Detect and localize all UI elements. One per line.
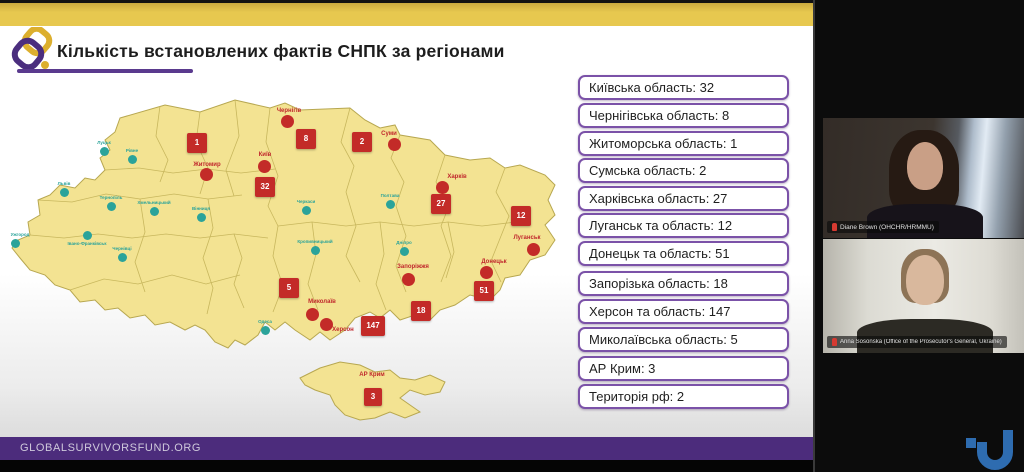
map-city-label-teal: Івано-Франківськ [67,241,107,246]
map-city-dot [388,138,401,151]
map-city-label-teal: Рівне [125,148,139,153]
gsf-logo-icon [11,27,53,71]
map-city-label-teal: Ужгород [10,232,30,237]
map-city-label-teal: Одеса [258,319,272,324]
map-city-dot-teal [83,231,92,240]
map-marker-count: 27 [431,194,451,214]
map-city-dot [402,273,415,286]
region-list-item: Сумська область: 2 [578,158,789,183]
map-marker-count: 12 [511,206,531,226]
slide-yellow-banner [0,3,813,26]
participant-video-tile[interactable]: Diane Brown (OHCHR/HRMMU) [823,118,1024,238]
participant-name-tag: Diane Brown (OHCHR/HRMMU) [827,221,939,233]
map-marker-count: 51 [474,281,494,301]
map-city-dot-teal [107,202,116,211]
slide-bottom-strip [0,460,813,472]
region-list-item: Територія рф: 2 [578,384,789,409]
region-list-item: Чернігівська область: 8 [578,103,789,128]
map-city-dot-teal [100,147,109,156]
map-city-dot [281,115,294,128]
map-city-dot-teal [150,207,159,216]
participant-name: Anna Sosonska (Office of the Prosecutor'… [840,339,1002,345]
map-city-label-teal: Чернівці [112,246,132,251]
map-city-label: Чернігів [276,108,302,114]
map-city-label: Київ [258,152,272,158]
participant-face [907,142,943,190]
map-city-label-teal: Тернопіль [99,195,123,200]
map-city-label-teal: Черкаси [296,199,316,204]
slide-footer-bar: GLOBALSURVIVORSFUND.ORG [0,437,813,460]
muted-mic-icon [832,223,837,231]
map-city-dot [200,168,213,181]
participants-panel: Diane Brown (OHCHR/HRMMU) Anna Sosonska … [813,0,1024,472]
map-city-dot-teal [386,200,395,209]
participant-name: Diane Brown (OHCHR/HRMMU) [840,223,934,231]
region-list-item: Херсон та область: 147 [578,299,789,324]
region-list-item: Київська область: 32 [578,75,789,100]
map-city-dot-teal [118,253,127,262]
map-city-dot-teal [311,246,320,255]
participant-name-tag: Anna Sosonska (Office of the Prosecutor'… [827,336,1007,348]
region-list-item: Миколаївська область: 5 [578,327,789,352]
map-marker-count: 1 [187,133,207,153]
participant-face [906,255,944,305]
map-city-label-teal: Полтава [380,193,400,198]
map-city-dot-teal [261,326,270,335]
region-list-item: Житоморська область: 1 [578,131,789,156]
map-city-label: Херсон [332,327,354,333]
map-city-dot-teal [302,206,311,215]
map-marker-count: 5 [279,278,299,298]
map-city-dot-teal [400,247,409,256]
oblast-borders [29,99,517,315]
map-city-label: Запоріжжя [397,264,429,270]
map-city-label: Луганськ [513,235,541,241]
region-list-item: АР Крим: 3 [578,356,789,381]
map-marker-count: 3 [364,388,382,406]
footer-url: GLOBALSURVIVORSFUND.ORG [20,442,202,454]
map-city-label: Житомир [193,162,221,168]
map-city-dot [436,181,449,194]
map-city-dot-teal [197,213,206,222]
map-city-label: Донецьк [481,259,507,265]
ukraine-landmass [11,99,556,349]
map-city-dot-teal [60,188,69,197]
map-city-label-teal: Дніпро [396,240,412,245]
map-city-label-teal: Кропивницький [297,239,333,244]
map-marker-count: 18 [411,301,431,321]
map-city-label-teal: Луцьк [97,140,111,145]
map-city-dot [258,160,271,173]
map-city-dot [480,266,493,279]
region-list-item: Луганськ та область: 12 [578,213,789,238]
map-city-dot [306,308,319,321]
map-city-dot-teal [11,239,20,248]
map-city-label: Суми [381,131,397,137]
map-city-label-teal: Львів [57,181,71,186]
slide-top-edge [0,0,813,3]
title-underline [17,69,193,73]
webcast-brand-icon [966,430,1013,470]
map-city-dot [527,243,540,256]
region-list-item: Запорізька область: 18 [578,271,789,296]
map-marker-count: 147 [361,316,385,336]
map-marker-count: 32 [255,177,275,197]
participant-video-tile[interactable]: Anna Sosonska (Office of the Prosecutor'… [823,239,1024,353]
map-city-label: Харків [447,174,467,180]
region-list-item: Донецьк та область: 51 [578,241,789,266]
muted-mic-icon [832,338,837,346]
shared-slide: Кількість встановлених фактів СНПК за ре… [0,0,813,472]
map-city-label-teal: Вінниця [191,206,211,211]
map-city-dot [320,318,333,331]
region-list-item: Харківська область: 27 [578,186,789,211]
map-city-label-teal: Хмельницький [137,200,171,205]
map-marker-count: 8 [296,129,316,149]
map-city-dot-teal [128,155,137,164]
map-city-label: АР Крим [359,372,385,378]
map-city-label: Миколаїв [308,299,336,305]
slide-title: Кількість встановлених фактів СНПК за ре… [57,41,505,61]
map-marker-count: 2 [352,132,372,152]
